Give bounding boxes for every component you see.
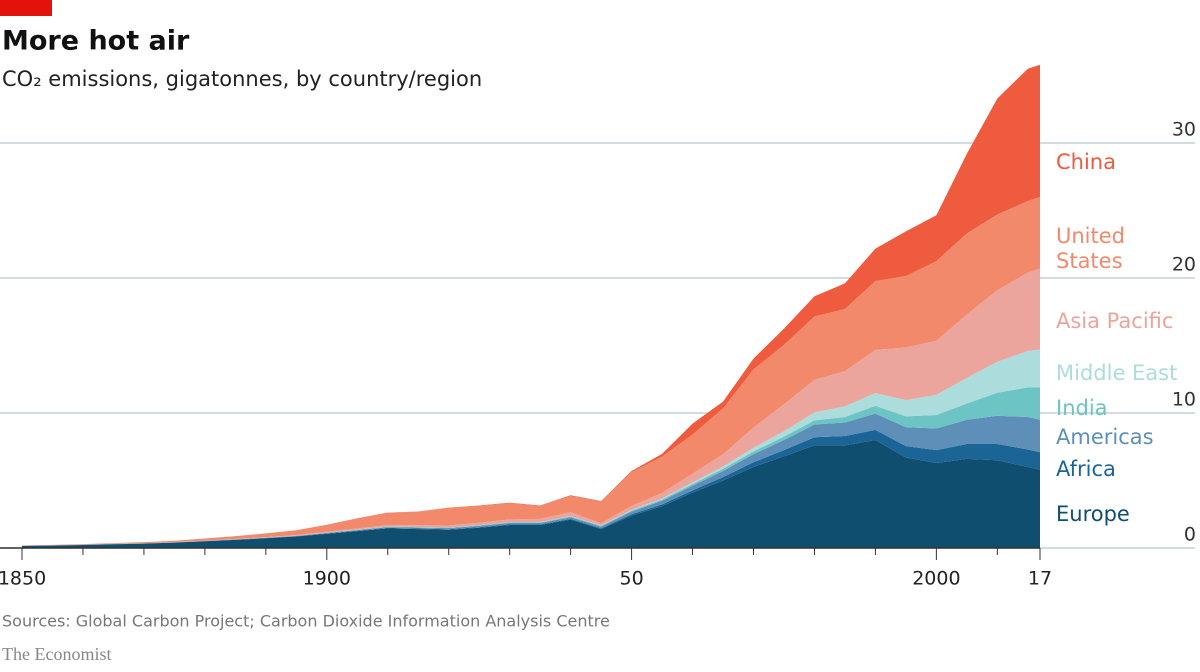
chart-title: More hot air [2,26,190,57]
brand-bar [0,0,52,16]
legend-label: Asia Pacific [1056,309,1173,333]
area [22,197,1040,546]
y-tick-label: 20 [1172,254,1196,276]
legend-label: United States [1056,224,1125,273]
y-tick-label: 30 [1172,119,1196,141]
area [22,268,1040,546]
legend-label: Americas [1056,425,1154,449]
legend-label: Middle East [1056,361,1177,385]
legend-label: Europe [1056,502,1130,526]
y-tick-label: 10 [1172,389,1196,411]
x-tick-label: 17 [1028,568,1052,590]
x-tick-label: 1900 [303,568,351,590]
area [22,64,1040,546]
source: Sources: Global Carbon Project; Carbon D… [2,612,610,631]
brand: The Economist [2,644,111,664]
x-tick-label: 50 [619,568,643,590]
x-tick-label: 1850 [0,568,46,590]
x-tick-label: 2000 [912,568,960,590]
area [22,440,1040,548]
area [22,413,1040,546]
legend-label: Africa [1056,457,1116,481]
legend-label: India [1056,396,1108,420]
chart-subtitle: CO₂ emissions, gigatonnes, by country/re… [2,67,482,91]
y-tick-label: 0 [1184,524,1196,546]
legend-label: China [1056,150,1116,174]
